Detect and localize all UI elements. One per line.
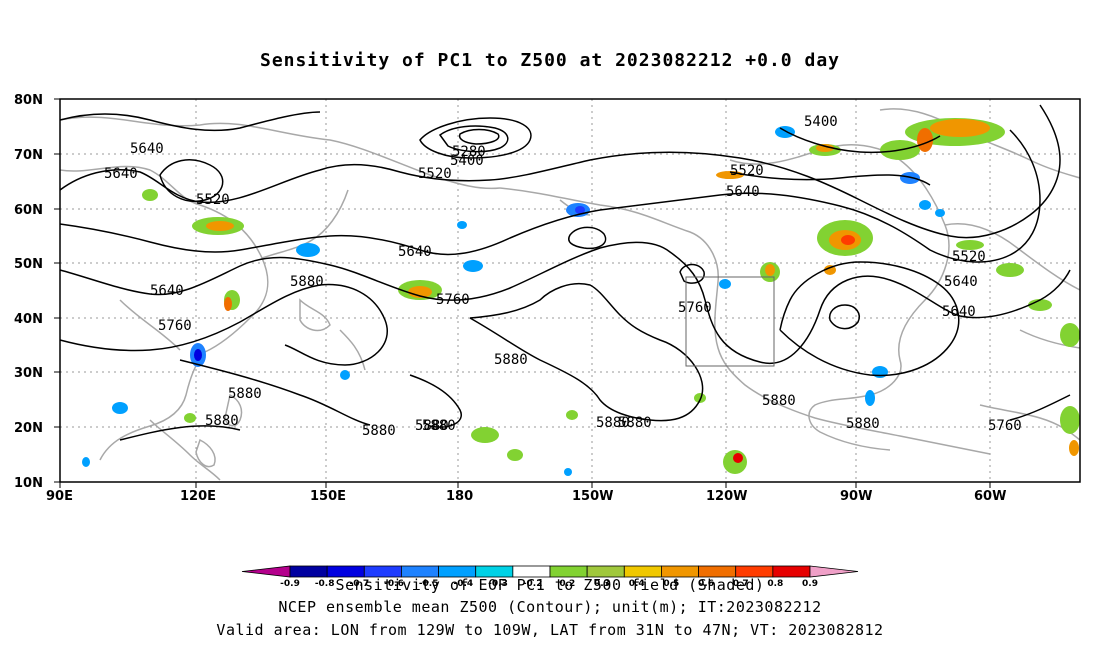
- colorbar-tick-label: -0.8: [315, 579, 335, 589]
- page-title: Sensitivity of PC1 to Z500 at 2023082212…: [259, 50, 840, 71]
- contour-label: 5640: [150, 283, 184, 299]
- colorbar-tick-label: 0.5: [663, 579, 679, 589]
- contour-label: 5880: [362, 423, 396, 439]
- contour-label: 5880: [415, 418, 449, 434]
- sensitivity-shading: [82, 118, 1080, 476]
- contour-label: 5760: [436, 292, 470, 308]
- contour-label: 5520: [196, 192, 230, 208]
- colorbar-high-triangle: [809, 565, 859, 578]
- lon-label: 150E: [310, 489, 346, 504]
- contour-label: 5880: [846, 416, 880, 432]
- contour-label: 5640: [130, 141, 164, 157]
- contour-label: 5880: [228, 386, 262, 402]
- contour-label: 5640: [726, 184, 760, 200]
- lon-label: 180: [446, 489, 473, 504]
- contour-labels: 5640 5640 5520 5640 5640 5760 5880 5880 …: [104, 114, 1022, 439]
- contour-label: 5640: [944, 274, 978, 290]
- colorbar-tick-label: -0.5: [419, 579, 439, 589]
- colorbar-tick-label: -0.9: [280, 579, 300, 589]
- lat-label: 80N: [14, 93, 43, 108]
- contour-label: 5520: [952, 249, 986, 265]
- contour-label: 5640: [398, 244, 432, 260]
- colorbar-tick-label: -0.2: [523, 579, 543, 589]
- contour-label: 5880: [205, 413, 239, 429]
- lon-label: 120E: [180, 489, 216, 504]
- lon-label: 60W: [974, 489, 1006, 504]
- colorbar-tick-label: -0.6: [384, 579, 404, 589]
- contour-label: 5640: [104, 166, 138, 182]
- caption-valid-area: Valid area: LON from 129W to 109W, LAT f…: [216, 621, 884, 639]
- lon-label: 90E: [46, 489, 73, 504]
- contour-label: 5760: [678, 300, 712, 316]
- contour-label: 5760: [158, 318, 192, 334]
- contour-label: 5400: [804, 114, 838, 130]
- lat-label: 40N: [14, 312, 43, 327]
- contour-label: 5880: [494, 352, 528, 368]
- colorbar-tick-label: 0.7: [733, 579, 749, 589]
- caption-contour: NCEP ensemble mean Z500 (Contour); unit(…: [278, 598, 822, 616]
- contour-label: 5520: [730, 163, 764, 179]
- contour-label: 5400: [450, 153, 484, 169]
- lat-label: 50N: [14, 257, 43, 272]
- contour-label: 5880: [618, 415, 652, 431]
- caption-shaded: Sensitivity of EOF PC1 to Z500 field (Sh…: [335, 576, 765, 594]
- z500-contours: [59, 104, 1071, 441]
- lon-label: 120W: [706, 489, 747, 504]
- colorbar-tick-label: -0.7: [349, 579, 369, 589]
- contour-label: 5880: [290, 274, 324, 290]
- contour-label: 5640: [942, 304, 976, 320]
- colorbar-tick-label: 0.2: [559, 579, 575, 589]
- contour-label: 5880: [988, 420, 1022, 436]
- lat-label: 30N: [14, 366, 43, 381]
- contour-label: 5880: [596, 415, 630, 431]
- colorbar-tick-label: -0.3: [488, 579, 508, 589]
- lat-label: 10N: [14, 476, 43, 491]
- lon-label: 150W: [572, 489, 613, 504]
- colorbar-tick-label: 0.8: [767, 579, 783, 589]
- contour-label: 5760: [988, 418, 1022, 434]
- contour-label: 5520: [418, 166, 452, 182]
- colorbar: -0.9 -0.8 -0.7 -0.6 -0.5 -0.4 -0.3 -0.2 0.2 0.3 0.…: [241, 565, 859, 589]
- colorbar-tick-label: 0.3: [594, 579, 610, 589]
- lat-label: 20N: [14, 421, 43, 436]
- lat-label: 70N: [14, 148, 43, 163]
- lon-label: 90W: [840, 489, 872, 504]
- colorbar-tick-label: 0.6: [698, 579, 714, 589]
- colorbar-tick-label: -0.4: [453, 579, 473, 589]
- lat-label: 60N: [14, 203, 43, 218]
- colorbar-tick-label: 0.4: [629, 579, 645, 589]
- contour-label: 5880: [762, 393, 796, 409]
- contour-label: 5880: [422, 418, 456, 434]
- colorbar-tick-label: 0.9: [802, 579, 818, 589]
- valid-area-box: [685, 276, 775, 367]
- contour-label: 5280: [452, 144, 486, 160]
